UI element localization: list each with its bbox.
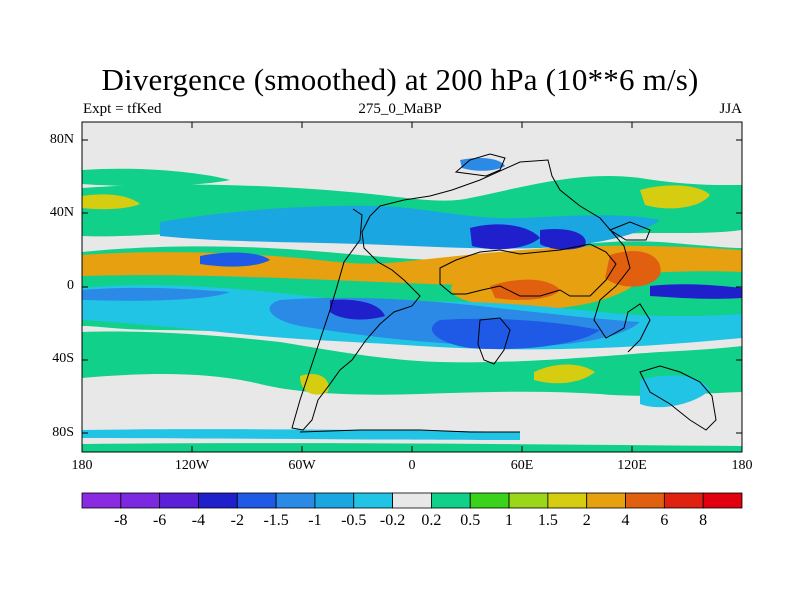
axis-ticks (82, 122, 742, 452)
colorbar-label: -0.2 (379, 512, 406, 529)
x-tick-label: 60E (510, 458, 534, 473)
colorbar (81, 492, 743, 509)
colorbar-label: -0.5 (341, 512, 367, 529)
colorbar-label: 1.5 (537, 512, 558, 529)
y-tick-label: 80S (52, 425, 74, 440)
colorbar-label: 6 (660, 512, 669, 529)
colorbar-swatch (120, 492, 161, 509)
colorbar-label: -1 (308, 512, 322, 529)
x-tick-label: 120E (617, 458, 647, 473)
colorbar-swatch (508, 492, 549, 509)
run-label: 275_0_MaBP (358, 101, 442, 117)
colorbar-swatch (353, 492, 393, 509)
colorbar-swatch (198, 492, 238, 509)
x-tick-label: 180 (71, 458, 93, 473)
coastlines (291, 153, 717, 433)
colorbar-swatch (663, 492, 704, 509)
colorbar-swatch (702, 492, 743, 509)
y-tick-label: 80N (49, 132, 74, 147)
y-tick-label: 40N (49, 205, 74, 220)
colorbar-swatch (547, 492, 588, 509)
y-tick-label: 40S (52, 351, 74, 366)
colorbar-label: -8 (114, 512, 128, 529)
colorbar-label: 8 (699, 512, 708, 529)
x-tick-label: 180 (731, 458, 753, 473)
colorbar-label: 1 (505, 512, 514, 529)
colorbar-label: 0.5 (460, 512, 481, 529)
x-tick-label: 60W (288, 458, 316, 473)
colorbar-swatch (159, 492, 199, 509)
colorbar-swatch (275, 492, 316, 509)
colorbar-swatch (586, 492, 626, 509)
colorbar-swatch (625, 492, 665, 509)
colorbar-swatch (431, 492, 471, 509)
colorbar-swatch (81, 492, 122, 509)
y-tick-label: 0 (67, 278, 74, 293)
colorbar-label: -1.5 (263, 512, 289, 529)
colorbar-label: -2 (230, 512, 244, 529)
colorbar-label: 4 (621, 512, 630, 529)
colorbar-swatch (392, 492, 432, 509)
experiment-label: Expt = tfKed (83, 101, 162, 117)
x-tick-label: 120W (174, 458, 210, 473)
colorbar-label: 2 (582, 512, 591, 529)
colorbar-label: 0.2 (421, 512, 442, 529)
contour-field (82, 122, 742, 452)
plot-title: Divergence (smoothed) at 200 hPa (10**6 … (101, 62, 699, 97)
colorbar-label: -6 (152, 512, 167, 529)
colorbar-swatch (314, 492, 355, 509)
colorbar-swatch (236, 492, 277, 509)
colorbar-swatch (469, 492, 510, 509)
season-label: JJA (719, 101, 742, 117)
x-tick-label: 0 (408, 458, 416, 473)
colorbar-label: -4 (191, 512, 206, 529)
